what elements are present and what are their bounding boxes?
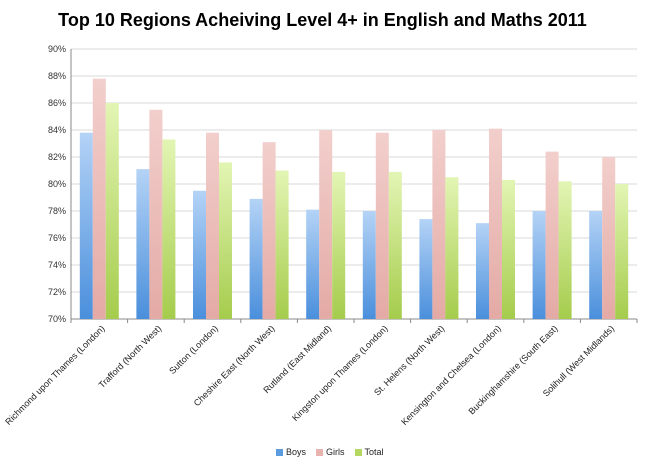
bars [79,78,629,319]
legend-label-girls: Girls [326,447,345,457]
bar-boys [136,169,150,319]
bar-total [219,162,232,319]
bar-boys [532,211,546,319]
legend-item-boys: Boys [276,447,306,457]
y-tick-label: 90% [48,44,66,54]
y-tick-label: 72% [48,287,66,297]
bar-boys [476,223,489,319]
y-tick-label: 76% [48,233,66,243]
bar-total [162,139,176,319]
bar-boys [249,198,263,319]
bar-total [615,184,629,319]
y-tick-label: 84% [48,125,66,135]
bar-total [388,171,402,319]
bar-boys [79,132,93,319]
y-tick-label: 80% [48,179,66,189]
bar-girls [489,128,502,319]
bar-girls [92,78,106,319]
bar-total [332,171,346,319]
bar-girls [432,130,446,319]
bar-total [445,177,459,319]
x-tick-label: Sutton (London) [167,323,220,376]
bar-girls [206,132,219,319]
legend-item-total: Total [354,447,384,457]
chart-title: Top 10 Regions Acheiving Level 4+ in Eng… [58,10,587,30]
bar-girls [375,132,389,319]
bar-girls [602,157,616,319]
bar-girls [149,109,163,319]
x-tick-label: Richmond upon Thames (London) [3,323,107,427]
bar-boys [306,209,320,319]
bar-girls [319,130,333,319]
bar-boys [362,211,376,319]
legend-swatch-girls [316,448,324,456]
legend-swatch-total [354,448,362,456]
bar-girls [545,151,559,319]
x-tick-label: Trafford (North West) [97,323,164,390]
y-tick-label: 82% [48,152,66,162]
x-tick-label: Kingston upon Thames (London) [290,323,390,423]
bar-total [275,170,289,319]
bar-boys [589,211,603,319]
x-tick-label: Buckinghamshire (South East) [466,323,559,416]
bar-total [502,179,515,319]
legend-label-boys: Boys [286,447,307,457]
legend-label-total: Total [364,447,384,457]
legend-item-girls: Girls [316,447,345,457]
bar-total [558,181,572,319]
y-tick-label: 78% [48,206,66,216]
x-tick-label: Kensington and Chelsea (London) [399,323,503,427]
legend: Boys Girls Total [276,447,384,457]
y-tick-label: 70% [48,314,66,324]
y-tick-label: 74% [48,260,66,270]
bar-boys [419,219,433,319]
bar-boys [193,190,206,319]
y-tick-label: 86% [48,98,66,108]
bar-total [105,103,119,319]
bar-girls [262,142,276,319]
y-tick-label: 88% [48,71,66,81]
legend-swatch-boys [276,448,283,456]
